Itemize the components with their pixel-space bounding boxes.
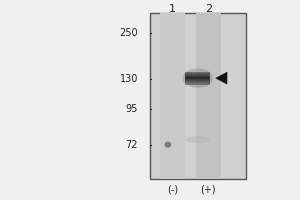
Bar bbox=[185, 80, 211, 81]
Bar bbox=[185, 76, 211, 77]
Text: (+): (+) bbox=[200, 184, 216, 194]
Ellipse shape bbox=[186, 136, 210, 143]
Bar bbox=[185, 82, 211, 83]
Bar bbox=[185, 81, 211, 82]
Bar bbox=[185, 79, 211, 80]
Bar bbox=[185, 73, 211, 74]
Bar bbox=[150, 13, 246, 179]
Ellipse shape bbox=[165, 142, 171, 148]
Text: 1: 1 bbox=[169, 4, 176, 14]
Bar bbox=[185, 74, 211, 75]
Bar bbox=[185, 78, 211, 79]
Ellipse shape bbox=[182, 68, 213, 88]
Bar bbox=[185, 83, 211, 84]
Text: (-): (-) bbox=[167, 184, 178, 194]
Text: 2: 2 bbox=[205, 4, 212, 14]
Bar bbox=[185, 72, 211, 73]
Bar bbox=[185, 84, 211, 85]
Bar bbox=[185, 77, 211, 78]
Text: 130: 130 bbox=[120, 74, 138, 84]
Bar bbox=[185, 75, 211, 76]
Text: 250: 250 bbox=[119, 28, 138, 38]
Bar bbox=[196, 13, 221, 179]
Bar bbox=[160, 13, 185, 179]
Polygon shape bbox=[216, 72, 227, 84]
Text: 95: 95 bbox=[126, 104, 138, 114]
Text: 72: 72 bbox=[126, 140, 138, 150]
